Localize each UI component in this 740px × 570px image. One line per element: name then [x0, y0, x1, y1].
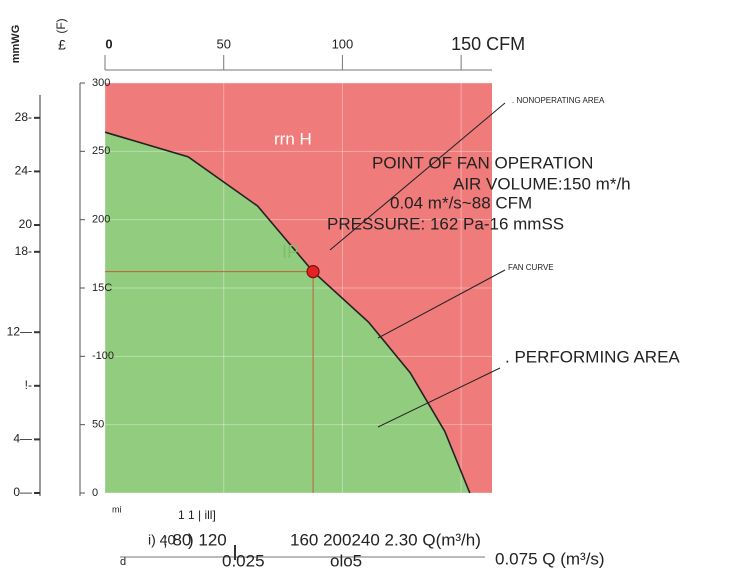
- y-tick-label: 0: [92, 487, 98, 499]
- x3-axis-label: olo5: [330, 551, 362, 570]
- x3-axis-label: 0.075 Q (m³/s): [495, 549, 605, 568]
- annotation: PRESSURE: 162 Pa-16 mmSS: [327, 214, 564, 233]
- y2-axis-title: mmWG: [10, 25, 22, 64]
- annotation: FAN CURVE: [508, 263, 554, 272]
- x2-tick-label: 50: [216, 36, 230, 51]
- leader-line: [377, 367, 501, 428]
- annotation: IP: [282, 242, 299, 262]
- leader-line: [329, 102, 506, 251]
- x-axis-label: 1 1 | ill]: [178, 508, 216, 522]
- annotation: . PERFORMING AREA: [505, 347, 680, 366]
- annotation: AIR VOLUME:150 m*/h: [453, 174, 631, 193]
- y2-tick-label: 18-: [15, 244, 32, 258]
- y2-tick-label: !-: [25, 378, 32, 392]
- x2-tick-label: 100: [332, 36, 354, 51]
- x-axis-label: 160 200240 2.30 Q(m³/h): [290, 530, 481, 549]
- y-tick-label: 300: [92, 77, 110, 89]
- x3-axis-label: d: [120, 556, 126, 568]
- x-axis-label: ) 120: [188, 530, 227, 549]
- annotation: . NONOPERATING AREA: [512, 96, 605, 105]
- x-axis-label: i) 40: [148, 532, 175, 548]
- corner-text: £: [58, 37, 66, 53]
- leader-line: [377, 269, 506, 339]
- y2-tick-label: 24-: [15, 164, 32, 178]
- y-tick-label: 200: [92, 214, 110, 226]
- corner-text: (F): [54, 18, 68, 33]
- operating-point: [306, 265, 320, 279]
- y-tick-label: -100: [92, 350, 114, 362]
- x-axis-label: ; 80: [163, 530, 191, 549]
- y2-tick-label: 12—: [7, 324, 32, 338]
- y2-tick-label: 20: [19, 217, 33, 231]
- y2-tick-label: 28-: [15, 110, 32, 124]
- y-tick-label: 15C: [92, 282, 112, 294]
- annotation: rrn H: [274, 129, 312, 148]
- y2-tick-label: 4—: [13, 432, 32, 446]
- y-tick-label: 50: [92, 419, 104, 431]
- fan-curve-line: [104, 131, 471, 494]
- performing-area: [105, 132, 470, 493]
- y-tick-label: 250: [92, 145, 110, 157]
- x-axis-label: mi: [112, 504, 122, 514]
- x3-axis-label: 0.025: [222, 551, 265, 570]
- y2-tick-label: 0—: [13, 485, 32, 499]
- x2-tick-label: 0: [105, 36, 112, 51]
- x2-tick-label: 150 CFM: [451, 34, 525, 54]
- annotation: POINT OF FAN OPERATION: [372, 153, 593, 172]
- annotation: 0.04 m*/s~88 CFM: [390, 193, 532, 212]
